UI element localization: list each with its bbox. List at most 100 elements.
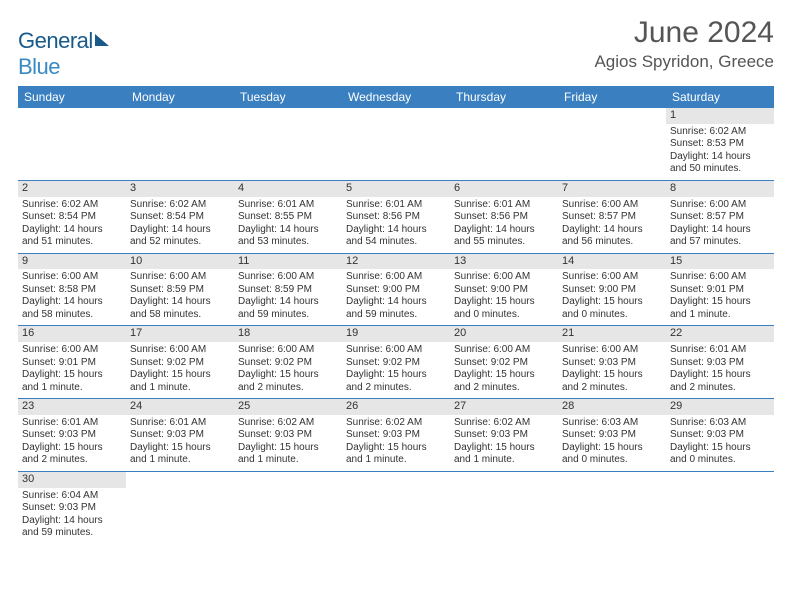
sunset-text: Sunset: 8:57 PM [562, 211, 662, 224]
calendar-cell: 21Sunrise: 6:00 AMSunset: 9:03 PMDayligh… [558, 326, 666, 399]
day-data: Sunrise: 6:00 AMSunset: 8:59 PMDaylight:… [126, 269, 234, 325]
day-data: Sunrise: 6:01 AMSunset: 9:03 PMDaylight:… [18, 415, 126, 471]
sunrise-text: Sunrise: 6:00 AM [454, 271, 554, 284]
calendar-cell: 19Sunrise: 6:00 AMSunset: 9:02 PMDayligh… [342, 326, 450, 399]
calendar-cell: 28Sunrise: 6:03 AMSunset: 9:03 PMDayligh… [558, 399, 666, 472]
sunrise-text: Sunrise: 6:02 AM [130, 199, 230, 212]
calendar-cell: 3Sunrise: 6:02 AMSunset: 8:54 PMDaylight… [126, 180, 234, 253]
day-number: 8 [666, 181, 774, 197]
weekday-header: Sunday [18, 86, 126, 108]
daylight-text: Daylight: 15 hours and 2 minutes. [346, 369, 446, 394]
calendar-cell [126, 471, 234, 543]
calendar-cell [450, 108, 558, 180]
calendar-cell: 7Sunrise: 6:00 AMSunset: 8:57 PMDaylight… [558, 180, 666, 253]
day-number: 3 [126, 181, 234, 197]
sunset-text: Sunset: 9:00 PM [346, 284, 446, 297]
sunrise-text: Sunrise: 6:00 AM [238, 271, 338, 284]
sunrise-text: Sunrise: 6:01 AM [130, 417, 230, 430]
sunrise-text: Sunrise: 6:02 AM [670, 126, 770, 139]
daylight-text: Daylight: 14 hours and 54 minutes. [346, 224, 446, 249]
day-data: Sunrise: 6:02 AMSunset: 8:54 PMDaylight:… [18, 197, 126, 253]
day-data: Sunrise: 6:00 AMSunset: 8:59 PMDaylight:… [234, 269, 342, 325]
daylight-text: Daylight: 15 hours and 2 minutes. [454, 369, 554, 394]
sunrise-text: Sunrise: 6:02 AM [346, 417, 446, 430]
calendar-row: 30Sunrise: 6:04 AMSunset: 9:03 PMDayligh… [18, 471, 774, 543]
calendar-cell: 24Sunrise: 6:01 AMSunset: 9:03 PMDayligh… [126, 399, 234, 472]
daylight-text: Daylight: 15 hours and 0 minutes. [670, 442, 770, 467]
sunrise-text: Sunrise: 6:01 AM [454, 199, 554, 212]
sunset-text: Sunset: 9:01 PM [22, 357, 122, 370]
sunrise-text: Sunrise: 6:00 AM [454, 344, 554, 357]
day-number: 6 [450, 181, 558, 197]
logo-text: GeneralBlue [18, 28, 113, 80]
sunrise-text: Sunrise: 6:03 AM [670, 417, 770, 430]
day-number: 22 [666, 326, 774, 342]
calendar-cell: 4Sunrise: 6:01 AMSunset: 8:55 PMDaylight… [234, 180, 342, 253]
calendar-cell: 9Sunrise: 6:00 AMSunset: 8:58 PMDaylight… [18, 253, 126, 326]
calendar-cell: 8Sunrise: 6:00 AMSunset: 8:57 PMDaylight… [666, 180, 774, 253]
weekday-header: Wednesday [342, 86, 450, 108]
weekday-header: Saturday [666, 86, 774, 108]
weekday-row: SundayMondayTuesdayWednesdayThursdayFrid… [18, 86, 774, 108]
calendar-cell: 14Sunrise: 6:00 AMSunset: 9:00 PMDayligh… [558, 253, 666, 326]
day-number: 29 [666, 399, 774, 415]
sunset-text: Sunset: 9:00 PM [454, 284, 554, 297]
daylight-text: Daylight: 15 hours and 1 minute. [130, 442, 230, 467]
calendar-cell [666, 471, 774, 543]
calendar-head: SundayMondayTuesdayWednesdayThursdayFrid… [18, 86, 774, 108]
day-data: Sunrise: 6:03 AMSunset: 9:03 PMDaylight:… [558, 415, 666, 471]
daylight-text: Daylight: 15 hours and 0 minutes. [562, 296, 662, 321]
calendar-cell [234, 108, 342, 180]
day-data: Sunrise: 6:00 AMSunset: 8:57 PMDaylight:… [558, 197, 666, 253]
sunset-text: Sunset: 9:03 PM [346, 429, 446, 442]
header: GeneralBlue June 2024 Agios Spyridon, Gr… [18, 16, 774, 80]
calendar-cell: 10Sunrise: 6:00 AMSunset: 8:59 PMDayligh… [126, 253, 234, 326]
weekday-header: Thursday [450, 86, 558, 108]
sunset-text: Sunset: 9:02 PM [454, 357, 554, 370]
day-number: 12 [342, 254, 450, 270]
calendar-cell [126, 108, 234, 180]
day-data: Sunrise: 6:03 AMSunset: 9:03 PMDaylight:… [666, 415, 774, 471]
day-number: 7 [558, 181, 666, 197]
calendar-cell [558, 471, 666, 543]
sunset-text: Sunset: 8:54 PM [130, 211, 230, 224]
calendar-cell [450, 471, 558, 543]
sunset-text: Sunset: 9:03 PM [562, 357, 662, 370]
daylight-text: Daylight: 15 hours and 1 minute. [238, 442, 338, 467]
sunset-text: Sunset: 9:03 PM [454, 429, 554, 442]
sail-icon [93, 32, 113, 48]
sunset-text: Sunset: 8:53 PM [670, 138, 770, 151]
sunrise-text: Sunrise: 6:00 AM [238, 344, 338, 357]
day-data: Sunrise: 6:02 AMSunset: 9:03 PMDaylight:… [234, 415, 342, 471]
day-number: 25 [234, 399, 342, 415]
sunset-text: Sunset: 8:56 PM [346, 211, 446, 224]
sunrise-text: Sunrise: 6:04 AM [22, 490, 122, 503]
daylight-text: Daylight: 14 hours and 53 minutes. [238, 224, 338, 249]
logo-text-2: Blue [18, 54, 60, 79]
calendar-row: 1Sunrise: 6:02 AMSunset: 8:53 PMDaylight… [18, 108, 774, 180]
day-data: Sunrise: 6:04 AMSunset: 9:03 PMDaylight:… [18, 488, 126, 544]
day-data: Sunrise: 6:00 AMSunset: 9:00 PMDaylight:… [342, 269, 450, 325]
day-number: 18 [234, 326, 342, 342]
calendar-cell: 29Sunrise: 6:03 AMSunset: 9:03 PMDayligh… [666, 399, 774, 472]
day-number: 2 [18, 181, 126, 197]
calendar-cell: 6Sunrise: 6:01 AMSunset: 8:56 PMDaylight… [450, 180, 558, 253]
day-number: 17 [126, 326, 234, 342]
sunrise-text: Sunrise: 6:00 AM [670, 199, 770, 212]
calendar-cell: 11Sunrise: 6:00 AMSunset: 8:59 PMDayligh… [234, 253, 342, 326]
calendar-cell: 27Sunrise: 6:02 AMSunset: 9:03 PMDayligh… [450, 399, 558, 472]
sunrise-text: Sunrise: 6:01 AM [670, 344, 770, 357]
sunset-text: Sunset: 8:59 PM [130, 284, 230, 297]
day-number: 20 [450, 326, 558, 342]
day-data: Sunrise: 6:02 AMSunset: 8:54 PMDaylight:… [126, 197, 234, 253]
daylight-text: Daylight: 15 hours and 2 minutes. [670, 369, 770, 394]
day-data: Sunrise: 6:00 AMSunset: 9:00 PMDaylight:… [450, 269, 558, 325]
day-data: Sunrise: 6:00 AMSunset: 9:02 PMDaylight:… [450, 342, 558, 398]
title-block: June 2024 Agios Spyridon, Greece [594, 16, 774, 72]
calendar-cell: 16Sunrise: 6:00 AMSunset: 9:01 PMDayligh… [18, 326, 126, 399]
logo: GeneralBlue [18, 28, 113, 80]
daylight-text: Daylight: 14 hours and 59 minutes. [346, 296, 446, 321]
sunset-text: Sunset: 8:55 PM [238, 211, 338, 224]
day-data: Sunrise: 6:00 AMSunset: 8:58 PMDaylight:… [18, 269, 126, 325]
day-number: 14 [558, 254, 666, 270]
